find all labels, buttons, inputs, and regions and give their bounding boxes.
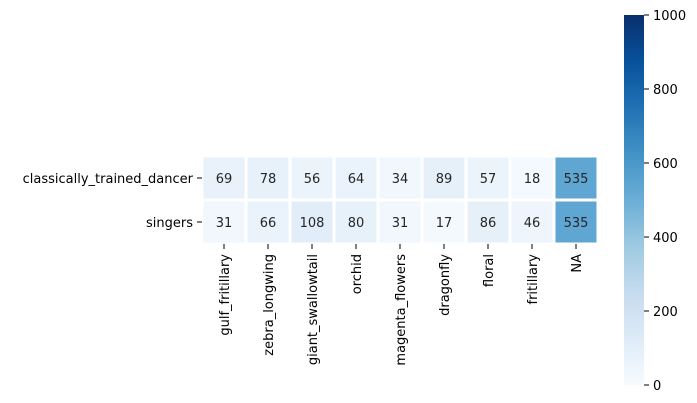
x-tick-label: NA bbox=[570, 254, 585, 273]
cell-value-label: 64 bbox=[348, 172, 365, 187]
x-tick-label: floral bbox=[482, 254, 497, 287]
x-tick-label: gulf_fritillary bbox=[218, 254, 233, 336]
colorbar-tick-label: 0 bbox=[653, 379, 661, 394]
x-tick-label: zebra_longwing bbox=[262, 254, 277, 356]
cell-value-label: 80 bbox=[348, 216, 365, 231]
cell-value-label: 31 bbox=[216, 216, 233, 231]
colorbar-tick-label: 600 bbox=[653, 157, 678, 172]
heatmap-cell bbox=[508, 198, 556, 246]
cell-value-label: 86 bbox=[480, 216, 497, 231]
cell-value-label: 108 bbox=[300, 216, 325, 231]
x-tick-label: orchid bbox=[350, 254, 365, 294]
x-tick-label: giant_swallowtail bbox=[306, 254, 321, 365]
colorbar-gradient bbox=[624, 15, 644, 385]
x-tick-label: fritillary bbox=[526, 254, 541, 305]
y-tick-label: classically_trained_dancer bbox=[23, 172, 194, 187]
cell-value-label: 46 bbox=[524, 216, 541, 231]
column-labels: gulf_fritillary zebra_longwing giant_swall… bbox=[218, 244, 585, 366]
heatmap-cell bbox=[508, 154, 556, 202]
x-tick-label: dragonfly bbox=[438, 254, 453, 316]
cell-value-label: 535 bbox=[564, 216, 589, 231]
colorbar-tick-label: 1000 bbox=[653, 9, 686, 24]
cell-value-label: 69 bbox=[216, 172, 233, 187]
colorbar: 0 200 400 600 800 1000 bbox=[624, 9, 686, 394]
cell-value-label: 17 bbox=[436, 216, 453, 231]
cell-value-label: 78 bbox=[260, 172, 277, 187]
colorbar-tick-label: 200 bbox=[653, 305, 678, 320]
cell-value-label: 89 bbox=[436, 172, 453, 187]
cell-value-label: 34 bbox=[392, 172, 409, 187]
x-tick-label: magenta_flowers bbox=[394, 254, 409, 366]
heatmap-cells: 69 78 56 64 34 89 57 18 535 31 66 108 80 31 17 86 46 535 bbox=[200, 154, 600, 246]
cell-value-label: 66 bbox=[260, 216, 277, 231]
cell-value-label: 56 bbox=[304, 172, 321, 187]
cell-value-label: 31 bbox=[392, 216, 409, 231]
colorbar-tick-label: 800 bbox=[653, 83, 678, 98]
cell-value-label: 18 bbox=[524, 172, 541, 187]
cell-value-label: 57 bbox=[480, 172, 497, 187]
y-tick-label: singers bbox=[146, 216, 193, 231]
cell-value-label: 535 bbox=[564, 172, 589, 187]
colorbar-tick-label: 400 bbox=[653, 231, 678, 246]
